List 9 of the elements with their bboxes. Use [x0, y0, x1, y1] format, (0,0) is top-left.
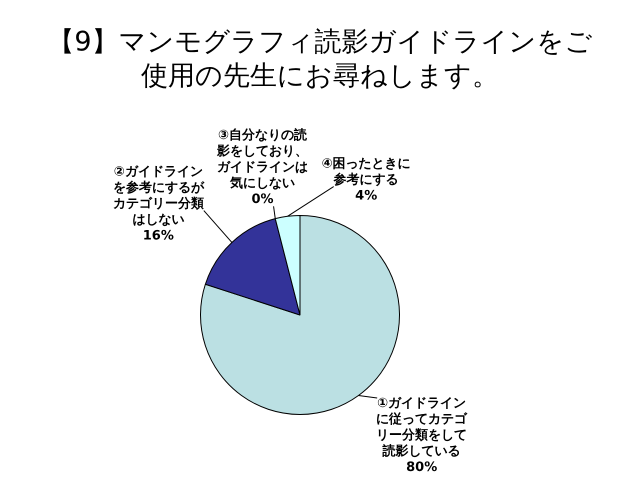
data-label: 16% [142, 228, 174, 244]
data-label: 4% [355, 188, 378, 204]
category-label: ③自分なりの読影をしており、ガイドラインは気にしない [217, 128, 308, 192]
slice-label: ④困ったときに参考にする [322, 156, 411, 188]
chart-title: 【9】マンモグラフィ読影ガイドラインをご使用の先生にお尋ねします。 [47, 26, 593, 92]
text: 0% [251, 192, 274, 208]
slice-label: ①ガイドラインに従ってカテゴリー分類をして読影している [376, 396, 468, 459]
slice-label: ②ガイドラインを参考にするがカテゴリー分類はしない [112, 164, 205, 228]
data-label: 80% [406, 460, 438, 475]
